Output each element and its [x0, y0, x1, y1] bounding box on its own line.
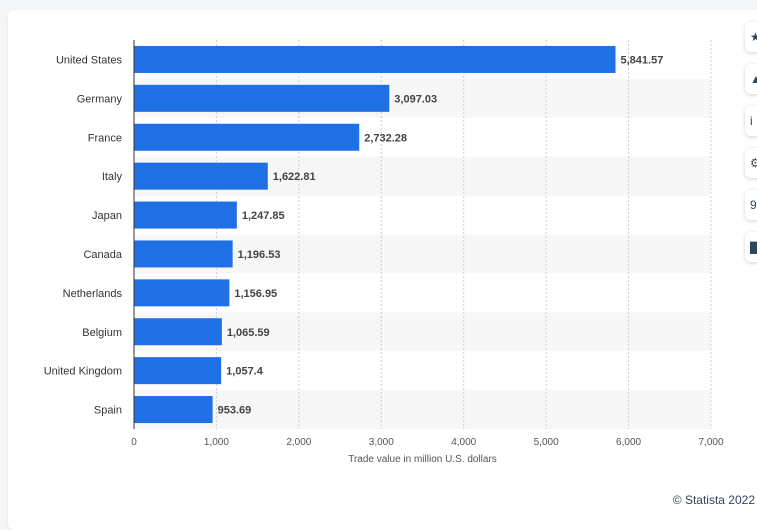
- bar-chart: United States 5,841.57 Germany 3,097.03 Fran…: [44, 40, 724, 465]
- row-band: [134, 390, 711, 429]
- data-label: 1,156.95: [234, 288, 277, 300]
- data-label: 5,841.57: [621, 54, 664, 66]
- data-label: 1,057.4: [226, 366, 264, 378]
- bar: [134, 123, 360, 151]
- data-label: 3,097.03: [394, 93, 437, 105]
- x-tick-label: 2,000: [286, 437, 311, 448]
- x-tick-label: 1,000: [204, 437, 229, 448]
- bar: [134, 396, 213, 424]
- category-label: United Kingdom: [44, 366, 122, 378]
- star-button[interactable]: ★: [745, 22, 757, 52]
- settings-icon: ⚙: [750, 156, 757, 170]
- bar: [134, 357, 222, 385]
- info-icon: i: [750, 114, 753, 128]
- category-label: France: [88, 132, 122, 144]
- row-band: [134, 312, 711, 352]
- bar: [134, 201, 237, 229]
- print-button[interactable]: ▇: [745, 232, 757, 262]
- bell-icon: ▲: [750, 72, 757, 86]
- data-label: 1,247.85: [242, 210, 285, 222]
- bar: [134, 240, 233, 268]
- quote-icon: 9: [750, 198, 757, 212]
- x-tick-label: 4,000: [451, 437, 476, 448]
- category-label: Canada: [83, 249, 122, 261]
- x-tick-label: 5,000: [534, 437, 559, 448]
- category-label: Spain: [94, 405, 122, 417]
- data-label: 953.69: [218, 405, 252, 417]
- category-label: Belgium: [82, 327, 122, 339]
- bar: [134, 162, 268, 190]
- x-tick-label: 0: [131, 437, 137, 448]
- chart-card: United States 5,841.57 Germany 3,097.03 Fran…: [8, 10, 757, 530]
- data-label: 1,622.81: [273, 171, 316, 183]
- x-tick-label: 7,000: [698, 437, 723, 448]
- data-label: 1,196.53: [238, 249, 281, 261]
- x-axis-title: Trade value in million U.S. dollars: [348, 454, 497, 465]
- bar: [134, 45, 616, 73]
- category-label: United States: [56, 54, 123, 66]
- star-icon: ★: [750, 30, 757, 44]
- bar: [134, 84, 390, 112]
- info-button[interactable]: i: [745, 106, 757, 136]
- x-tick-label: 3,000: [369, 437, 394, 448]
- x-tick-label: 6,000: [616, 437, 641, 448]
- settings-button[interactable]: ⚙: [745, 148, 757, 178]
- data-label: 1,065.59: [227, 327, 270, 339]
- category-label: Japan: [92, 210, 122, 222]
- category-label: Italy: [102, 171, 123, 183]
- category-label: Germany: [77, 93, 123, 105]
- bar: [134, 279, 230, 307]
- bar: [134, 318, 222, 346]
- quote-button[interactable]: 9: [745, 190, 757, 220]
- category-label: Netherlands: [63, 288, 123, 300]
- data-label: 2,732.28: [364, 132, 407, 144]
- statista-credit[interactable]: © Statista 2022: [672, 493, 755, 507]
- bell-button[interactable]: ▲: [745, 64, 757, 94]
- print-icon: ▇: [750, 240, 757, 254]
- side-toolbar: ★ ▲ i ⚙ 9 ▇: [745, 22, 757, 274]
